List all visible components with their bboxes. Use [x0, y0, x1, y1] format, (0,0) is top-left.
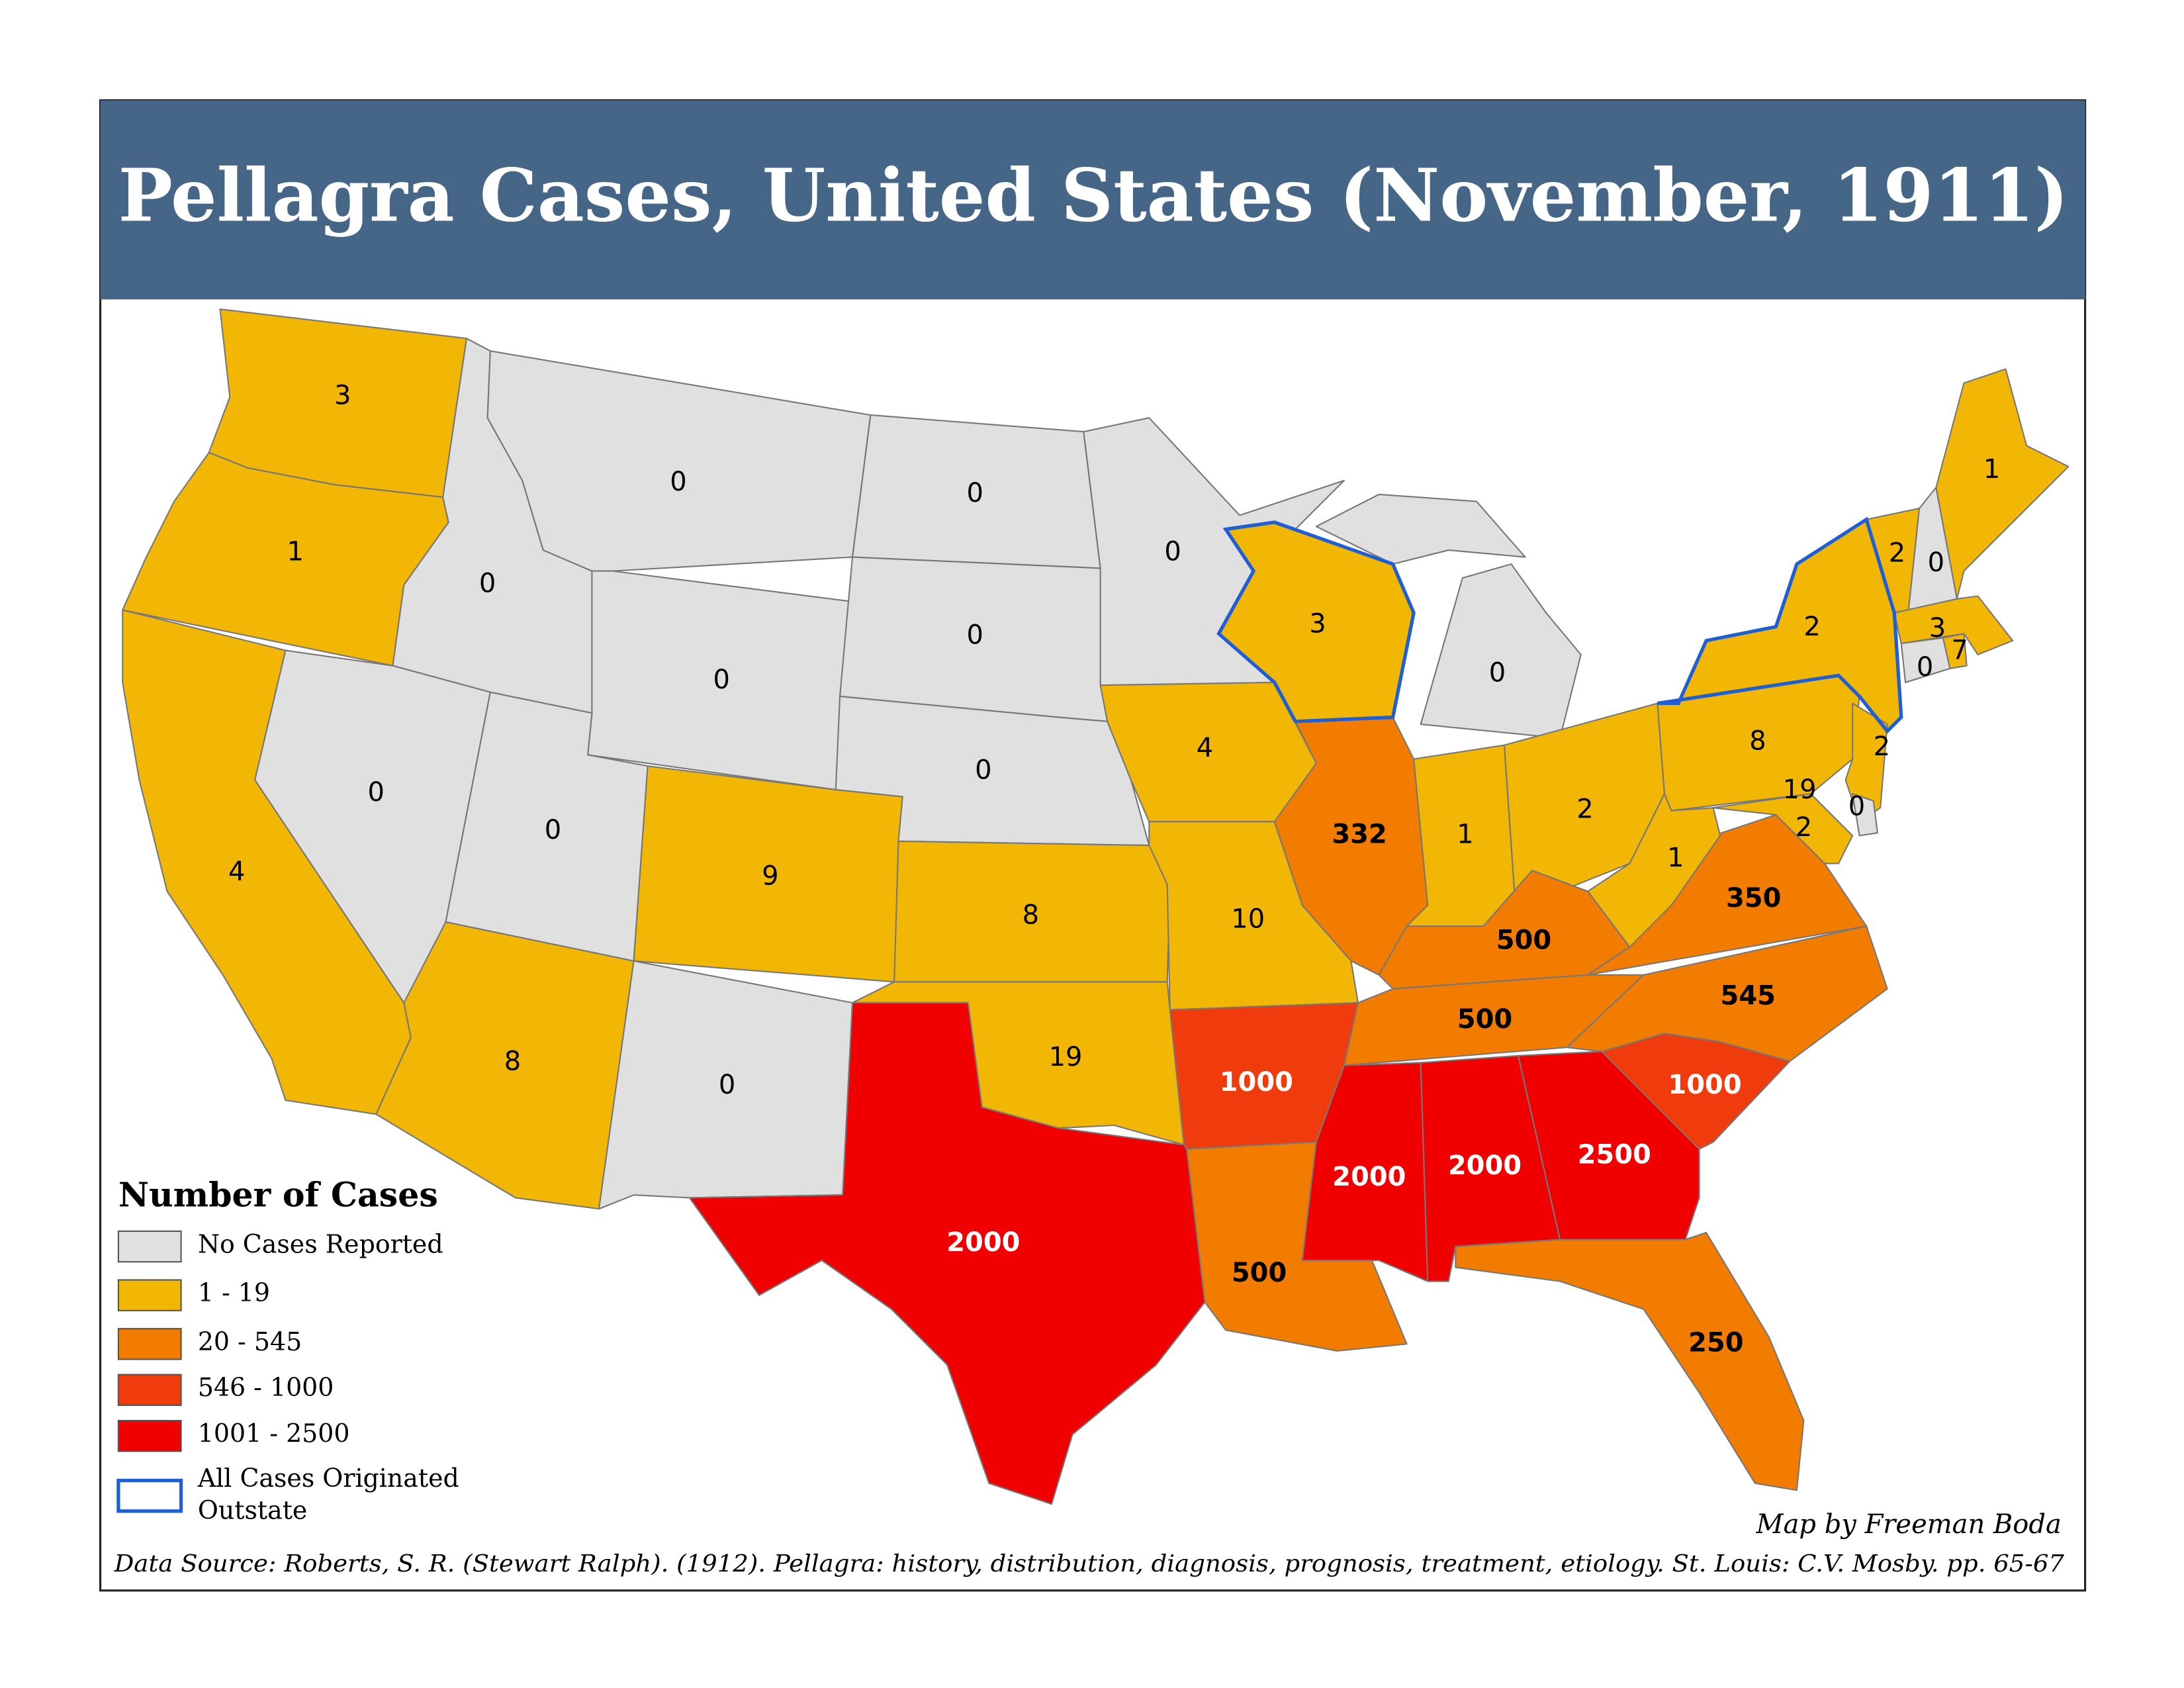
state-value: 0	[368, 777, 385, 808]
outstate-border	[1657, 516, 1903, 734]
state-value: 1	[1457, 819, 1473, 849]
state-value: 500	[1496, 925, 1551, 955]
state-value: 1	[1667, 843, 1684, 873]
state-value: 2	[1803, 612, 1820, 642]
state-value: 3	[1309, 609, 1326, 639]
state-value: 0	[966, 478, 983, 508]
state-value: 0	[975, 755, 991, 786]
legend-swatch	[117, 1419, 182, 1452]
state-value: 1	[287, 536, 303, 567]
legend-label: 546 - 1000	[198, 1373, 334, 1402]
state-value: 0	[1928, 547, 1944, 578]
state-value: 9	[762, 861, 778, 891]
state-value: 2000	[946, 1227, 1020, 1258]
state-value: 0	[1164, 536, 1181, 567]
legend-label: No Cases Reported	[198, 1230, 443, 1259]
state	[688, 1002, 1206, 1505]
states	[122, 308, 2070, 1505]
state-value: 0	[1917, 652, 1933, 682]
state-value: 8	[504, 1046, 521, 1076]
state-value: 8	[1749, 726, 1766, 756]
state	[1455, 1231, 1805, 1491]
state-value: 4	[228, 857, 245, 887]
state-value: 2	[1576, 794, 1593, 825]
state	[1566, 925, 1888, 1062]
state	[1935, 368, 2070, 600]
state-value: 2	[1796, 812, 1812, 843]
state-value: 500	[1457, 1004, 1512, 1035]
title-band	[100, 100, 2085, 300]
state	[1712, 793, 1854, 865]
state-value: 0	[966, 620, 983, 651]
legend-label: All Cases Originated	[197, 1464, 459, 1493]
state	[1942, 633, 1968, 669]
legend-label: 20 - 545	[198, 1327, 302, 1356]
state-value: 0	[1489, 657, 1506, 688]
credit: Map by Freeman Boda	[1756, 1509, 2062, 1540]
outstate-border	[1216, 520, 1416, 724]
state-value: 500	[1232, 1258, 1287, 1288]
state-value: 7	[1951, 635, 1968, 666]
state-value: 0	[1848, 791, 1865, 821]
legend-label: 1001 - 2500	[198, 1419, 350, 1448]
state-value: 8	[1023, 900, 1039, 930]
state-value: 0	[479, 569, 496, 599]
state-value: 0	[719, 1070, 735, 1100]
legend-swatch	[117, 1230, 182, 1263]
state-value: 0	[670, 467, 686, 497]
state-value: 2	[1874, 731, 1890, 762]
state-value: 350	[1726, 883, 1781, 914]
state-value: 1000	[1668, 1070, 1741, 1100]
state-value: 2000	[1448, 1150, 1522, 1181]
legend-label: 1 - 19	[198, 1278, 270, 1307]
state-value: 0	[713, 665, 729, 695]
state-value: 19	[1783, 774, 1817, 805]
legend-swatch	[116, 1478, 183, 1513]
state-value: 2	[1889, 538, 1905, 568]
legend-swatch	[117, 1279, 182, 1311]
state-value: 3	[334, 381, 351, 411]
state-value: 4	[1197, 733, 1213, 763]
state	[1852, 793, 1879, 837]
state-value: 250	[1688, 1327, 1743, 1358]
state-value: 3	[1929, 613, 1946, 643]
legend-swatch	[117, 1328, 182, 1360]
state-value: 1000	[1220, 1067, 1293, 1098]
legend-label: Outstate	[198, 1495, 307, 1524]
legend-title: Number of Cases	[118, 1175, 438, 1214]
title: Pellagra Cases, United States (November,…	[118, 152, 2069, 238]
state-value: 10	[1231, 904, 1265, 935]
source: Data Source: Roberts, S. R. (Stewart Ral…	[114, 1550, 2065, 1577]
legend-swatch	[117, 1374, 182, 1406]
state-value: 1	[1983, 454, 2000, 485]
state-value: 545	[1721, 980, 1776, 1011]
state-value: 2000	[1332, 1162, 1406, 1192]
state-value: 2500	[1578, 1139, 1651, 1170]
state-labels: 3140000089000081920000410100050033320125…	[228, 381, 2000, 1358]
state-value: 332	[1332, 819, 1387, 849]
legend: Number of Cases No Cases Reported 1 - 19 2…	[116, 1175, 459, 1524]
state-value: 19	[1049, 1042, 1083, 1072]
state-value: 0	[545, 815, 561, 845]
